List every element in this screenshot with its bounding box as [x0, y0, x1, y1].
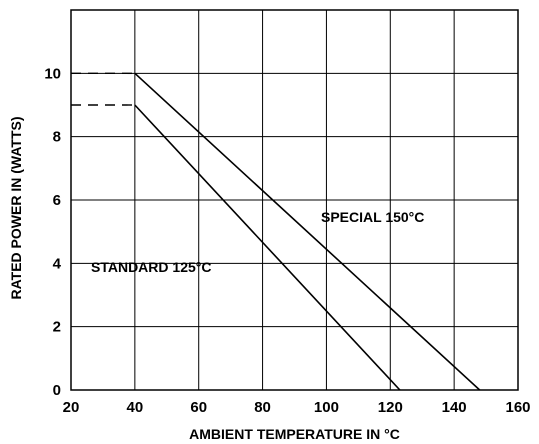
standard-125-label: STANDARD 125°C: [91, 259, 211, 275]
x-tick-label: 20: [63, 399, 80, 416]
y-tick-label: 4: [53, 255, 62, 272]
plot-area-frame: [70, 9, 519, 391]
y-tick-label: 0: [53, 382, 61, 399]
y-tick-label: 2: [53, 319, 61, 336]
x-tick-label: 40: [127, 399, 144, 416]
x-tick-label: 140: [442, 399, 467, 416]
special-150-label: SPECIAL 150°C: [321, 209, 424, 225]
y-axis-label: RATED POWER IN (WATTS): [8, 116, 24, 299]
grid-lines: [71, 10, 518, 390]
y-tick-label: 8: [53, 129, 61, 146]
series-lines: [71, 72, 481, 391]
series-line-0: [134, 72, 481, 391]
series-line-1: [134, 104, 401, 391]
x-tick-label: 60: [190, 399, 207, 416]
y-tick-label: 6: [53, 192, 61, 209]
x-tick-label: 160: [505, 399, 530, 416]
y-tick-label: 10: [44, 65, 61, 82]
x-tick-label: 120: [378, 399, 403, 416]
x-axis-label: AMBIENT TEMPERATURE IN °C: [189, 426, 400, 442]
x-tick-label: 100: [314, 399, 339, 416]
x-tick-label: 80: [254, 399, 271, 416]
tick-labels: 20 40 60 80 100 120 140 160 0 2 4 6 8 10: [44, 65, 530, 416]
